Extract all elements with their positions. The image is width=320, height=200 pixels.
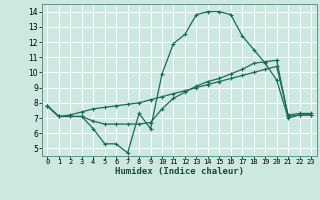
X-axis label: Humidex (Indice chaleur): Humidex (Indice chaleur) bbox=[115, 167, 244, 176]
